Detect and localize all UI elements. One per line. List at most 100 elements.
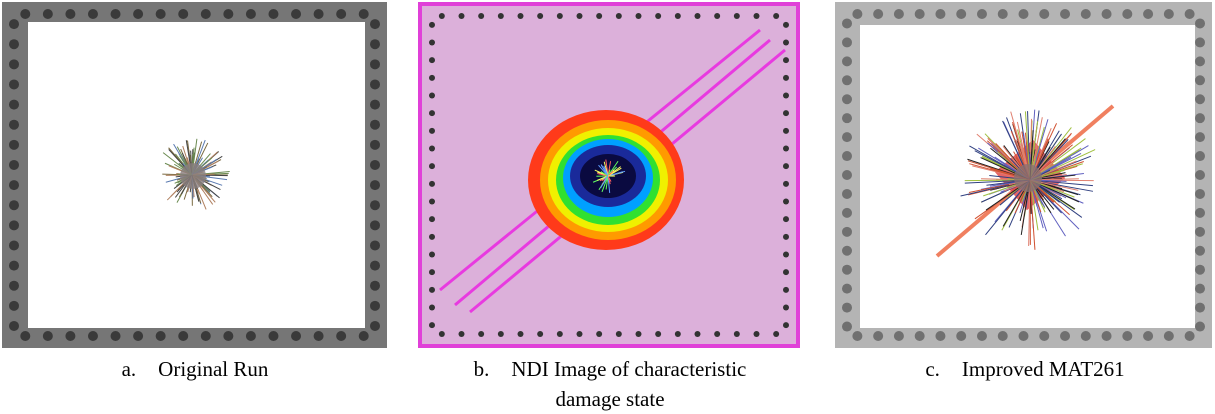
bolt [1019,331,1029,341]
bolt [714,331,720,337]
bolt [894,9,904,19]
bolt [998,331,1008,341]
bolt [201,331,211,341]
bolt [9,39,19,49]
bolt [246,331,256,341]
bolt [1195,37,1205,47]
bolt [636,331,642,337]
bolt [9,321,19,331]
bolt [1195,113,1205,123]
bolt [873,9,883,19]
bolt [43,331,53,341]
bolt [783,269,789,275]
bolt [1195,132,1205,142]
bolt [9,180,19,190]
bolt [459,13,465,19]
bolt [783,234,789,240]
bolt [370,281,380,291]
bolt [9,120,19,130]
bolt [498,331,504,337]
bolt [557,13,563,19]
bolt [1195,75,1205,85]
bolt [336,331,346,341]
caption-c: c. Improved MAT261 [870,354,1180,384]
bolt [133,9,143,19]
bolt [359,331,369,341]
caption-text: Original Run [158,357,268,381]
bolt [429,269,435,275]
bolt [935,9,945,19]
bolt [1081,331,1091,341]
bolt [336,9,346,19]
bolt [429,22,435,28]
bolt [359,9,369,19]
bolt [1039,331,1049,341]
bolt [783,75,789,81]
bolt [9,281,19,291]
bolt [537,331,543,337]
bolt [695,13,701,19]
bolt [88,331,98,341]
bolt [370,39,380,49]
bolt [498,13,504,19]
bolt [1195,303,1205,313]
bolt [20,331,30,341]
bolt [9,200,19,210]
bolt [156,9,166,19]
bolt [783,216,789,222]
bolt [783,110,789,116]
bolt [935,331,945,341]
bolt [314,331,324,341]
bolt [439,331,445,337]
bolt [370,120,380,130]
bolt [1195,18,1205,28]
bolt [1195,170,1205,180]
bolt [1102,9,1112,19]
bolt [734,331,740,337]
bolt [9,160,19,170]
bolt [842,132,852,142]
bolt [429,40,435,46]
bolt [873,331,883,341]
bolt [842,322,852,332]
bolt [429,199,435,205]
bolt [291,331,301,341]
bolt [1122,9,1132,19]
bolt [842,208,852,218]
bolt [754,13,760,19]
bolt [370,200,380,210]
caption-text: Improved MAT261 [962,357,1125,381]
bolt [783,199,789,205]
bolt [133,331,143,341]
bolt [370,59,380,69]
bolt [1143,9,1153,19]
bolt [370,100,380,110]
bolt [842,246,852,256]
caption-letter: c. [925,357,940,381]
bolt [9,301,19,311]
caption-letter: a. [122,357,137,381]
bolt [1195,322,1205,332]
bolt [518,13,524,19]
bolt [1185,9,1195,19]
bolt [783,128,789,134]
bolt [429,128,435,134]
bolt [156,331,166,341]
bolt [616,331,622,337]
bolt [915,331,925,341]
bolt [65,9,75,19]
bolt [9,59,19,69]
bolt [852,331,862,341]
bolt [783,287,789,293]
caption-letter: b. [474,357,490,381]
bolt [783,163,789,169]
bolt [783,146,789,152]
bolt [557,331,563,337]
bolt [65,331,75,341]
bolt [636,13,642,19]
bolt [655,13,661,19]
bolt [429,110,435,116]
bolt [370,79,380,89]
bolt [842,94,852,104]
bolt [596,331,602,337]
